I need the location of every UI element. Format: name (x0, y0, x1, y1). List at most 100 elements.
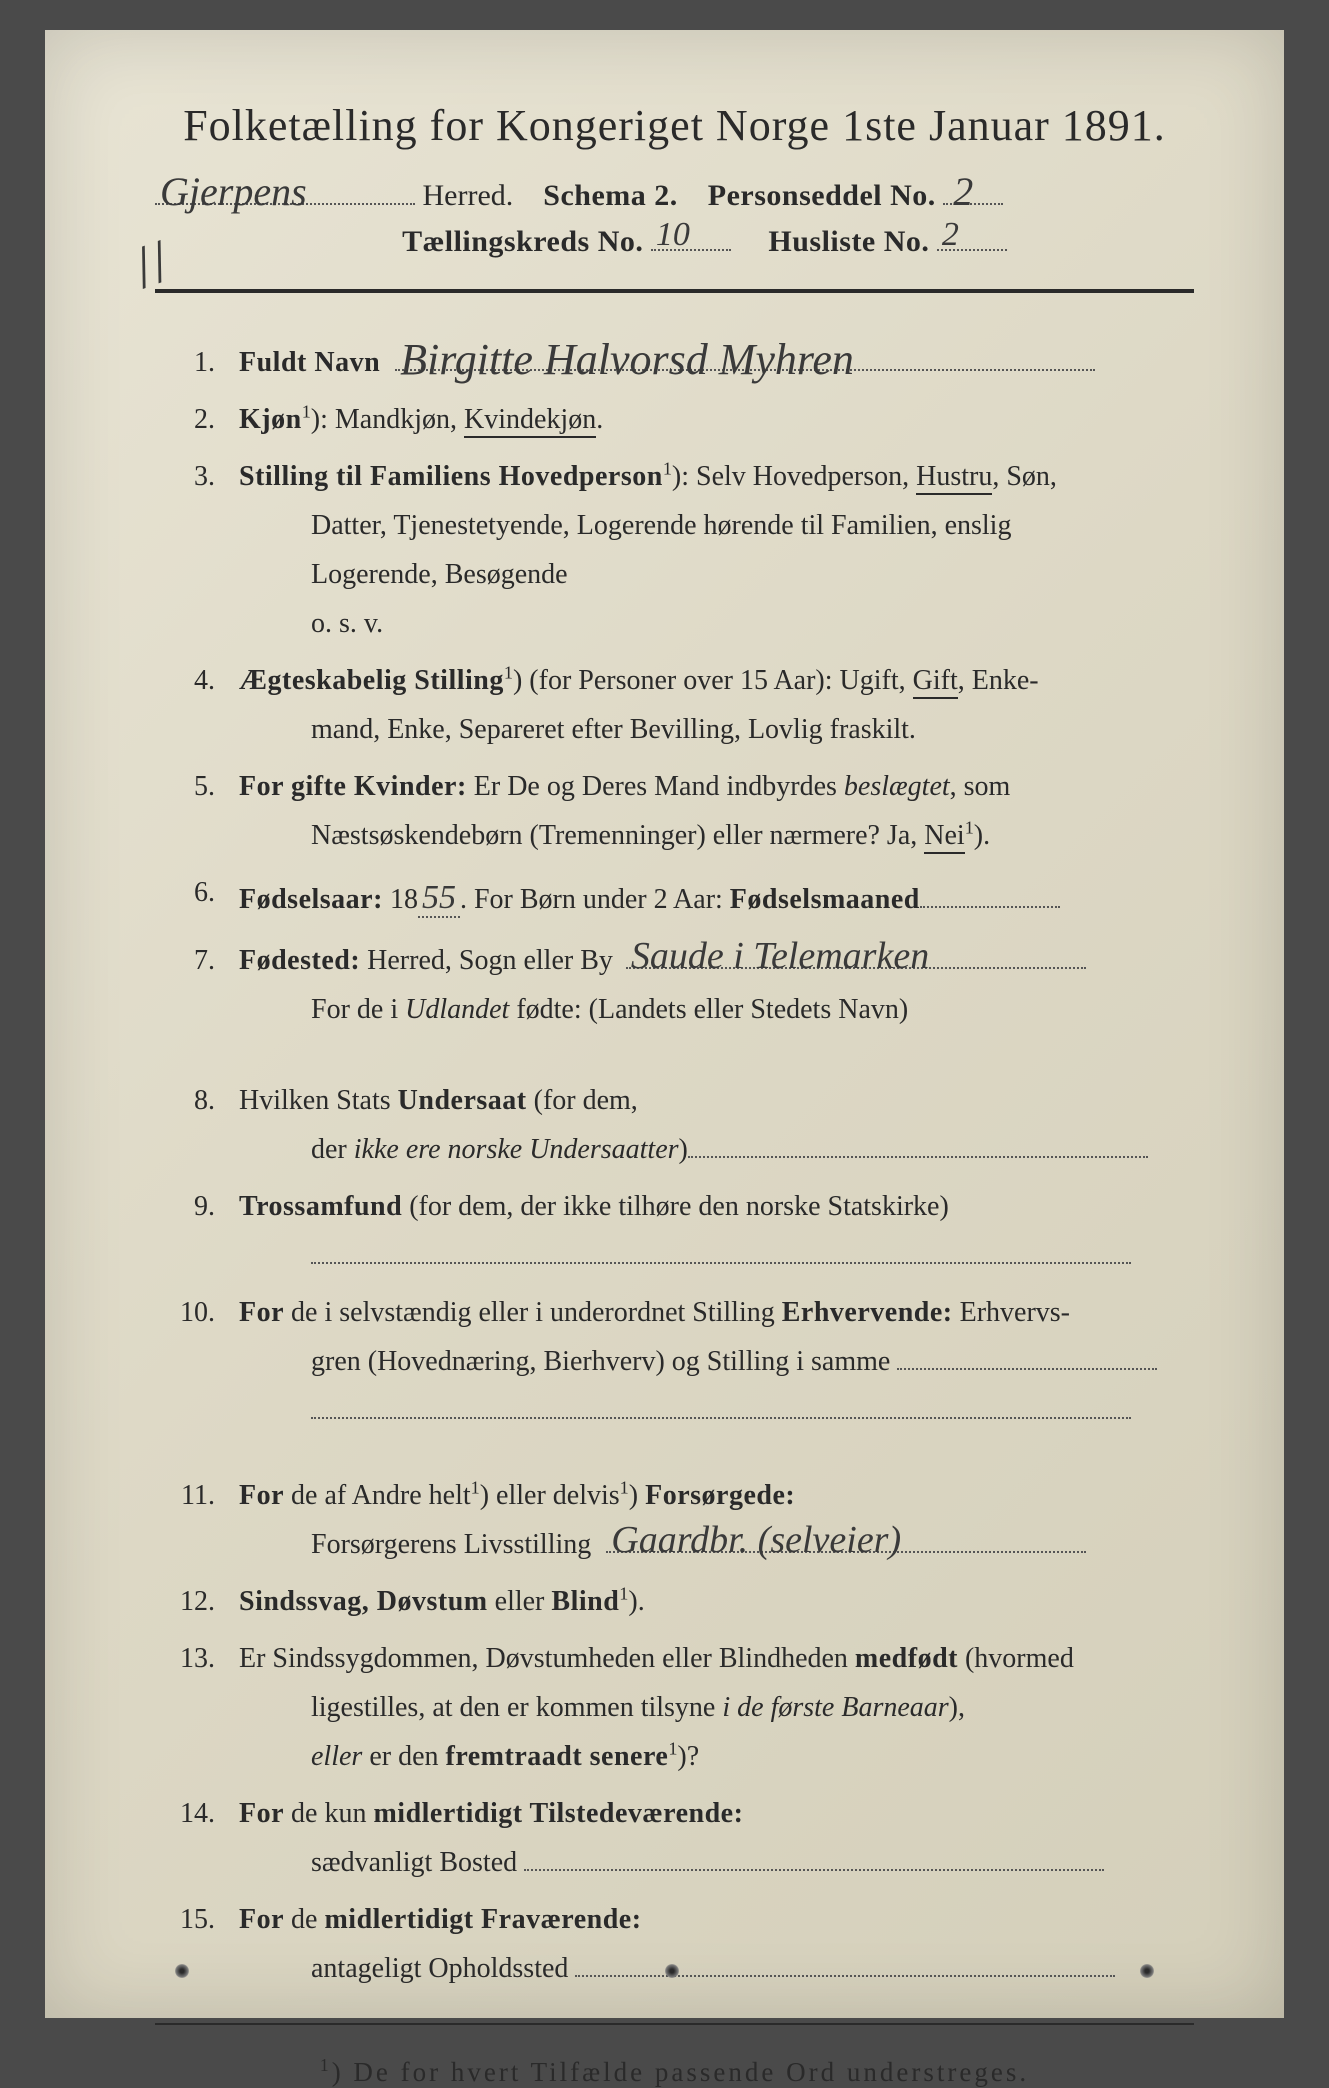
text: ) (for Personer over 15 Aar): Ugift, (513, 665, 913, 696)
item-8: 8. Hvilken Stats Undersaat (for dem, der… (167, 1076, 1194, 1174)
label-sindssvag: Sindssvag, Døvstum (239, 1586, 488, 1617)
item-12: 12. Sindssvag, Døvstum eller Blind1). (167, 1577, 1194, 1626)
text: ): Mandkjøn, (311, 404, 464, 435)
item-6: 6. Fødselsaar: 1855. For Børn under 2 Aa… (167, 868, 1194, 928)
pinhole-icon (665, 1964, 679, 1978)
item-num: 5. (167, 762, 239, 860)
text: Forsørgerens Livsstilling (311, 1529, 591, 1560)
label-undersaat: Undersaat (398, 1085, 527, 1116)
text: Hvilken Stats (239, 1085, 398, 1116)
text: , Enke- (958, 665, 1039, 696)
text: de af Andre helt (284, 1480, 471, 1511)
items-list: 1. Fuldt Navn Birgitte Halvorsd Myhren 2… (155, 338, 1194, 1993)
item-3: 3. Stilling til Familiens Hovedperson1):… (167, 452, 1194, 648)
cont-line: Næstsøskendebørn (Tremenninger) eller næ… (239, 811, 1194, 860)
label-forsorgede: Forsørgede: (645, 1480, 795, 1511)
item-num: 15. (167, 1895, 239, 1993)
label-fremtraadt: fremtraadt senere (446, 1741, 669, 1772)
cont-line: mand, Enke, Separeret efter Bevilling, L… (239, 705, 1194, 754)
year-handwritten: 55 (418, 879, 460, 918)
sup: 1 (620, 1477, 629, 1497)
item-content: Fødselsaar: 1855. For Børn under 2 Aar: … (239, 868, 1194, 928)
item-content: Fødested: Herred, Sogn eller By Saude i … (239, 936, 1194, 1034)
personseddel-no: 2 (953, 176, 973, 208)
item-num: 4. (167, 656, 239, 754)
text: de kun (284, 1798, 373, 1829)
dotted-blank (688, 1132, 1148, 1157)
text: Er Sindssygdommen, Døvstumheden eller Bl… (239, 1643, 855, 1674)
item-num: 8. (167, 1076, 239, 1174)
sup: 1 (302, 402, 311, 422)
text: ligestilles, at den er kommen tilsyne (311, 1692, 722, 1723)
document-paper: // Folketælling for Kongeriget Norge 1st… (45, 30, 1284, 2018)
divider-thick (155, 289, 1194, 293)
name-handwritten: Birgitte Halvorsd Myhren (400, 342, 854, 377)
item-num: 3. (167, 452, 239, 648)
cont-line: Logerende, Besøgende (239, 550, 1194, 599)
text: 18 (383, 884, 418, 915)
text: er den (362, 1741, 445, 1772)
text: ) (679, 1134, 688, 1165)
text: gren (Hovednæring, Bierhverv) og Stillin… (311, 1346, 890, 1377)
footnote-text: ) De for hvert Tilfælde passende Ord und… (332, 2057, 1029, 2087)
item-14: 14. For de kun midlertidigt Tilstedevære… (167, 1789, 1194, 1887)
tallingskreds-no: 10 (656, 216, 690, 254)
sup: 1 (619, 1583, 628, 1603)
herred-handwritten: Gjerpens (160, 176, 307, 208)
husliste-label: Husliste No. (768, 225, 929, 258)
label-fuldt-navn: Fuldt Navn (239, 347, 380, 378)
husliste-no: 2 (942, 216, 959, 254)
italic: Udlandet (405, 994, 509, 1025)
label-tilstedevaerende: midlertidigt Tilstedeværende: (373, 1798, 743, 1829)
text: fødte: (Landets eller Stedets Navn) (509, 994, 908, 1025)
item-10: 10. For de i selvstændig eller i underor… (167, 1288, 1194, 1435)
item-content: Stilling til Familiens Hovedperson1): Se… (239, 452, 1194, 648)
label-for: For (239, 1297, 284, 1328)
sup: 1 (965, 818, 974, 838)
cont-line: gren (Hovednæring, Bierhverv) og Stillin… (239, 1337, 1194, 1386)
dotted-blank (311, 1393, 1131, 1418)
item-content: Fuldt Navn Birgitte Halvorsd Myhren (239, 338, 1194, 387)
text: (hvormed (958, 1643, 1074, 1674)
item-7: 7. Fødested: Herred, Sogn eller By Saude… (167, 936, 1194, 1034)
cont-line: Forsørgerens Livsstilling Gaardbr. (selv… (239, 1520, 1194, 1569)
item-content: Hvilken Stats Undersaat (for dem, der ik… (239, 1076, 1194, 1174)
pinhole-icon (175, 1964, 189, 1978)
cont-line: antageligt Opholdssted (239, 1944, 1194, 1993)
dotted-blank (897, 1344, 1157, 1369)
italic: ikke ere norske Undersaatter (354, 1134, 679, 1165)
cont-line: der ikke ere norske Undersaatter) (239, 1125, 1194, 1174)
item-content: Er Sindssygdommen, Døvstumheden eller Bl… (239, 1634, 1194, 1781)
item-content: Sindssvag, Døvstum eller Blind1). (239, 1577, 1194, 1626)
text: der (311, 1134, 354, 1165)
schema-label: Schema 2. (543, 179, 678, 212)
cont-line: Datter, Tjenestetyende, Logerende hørend… (239, 501, 1194, 550)
cont-line: sædvanligt Bosted (239, 1838, 1194, 1887)
text: ), (949, 1692, 965, 1723)
item-num: 14. (167, 1789, 239, 1887)
item-1: 1. Fuldt Navn Birgitte Halvorsd Myhren (167, 338, 1194, 387)
pinhole-icon (1140, 1964, 1154, 1978)
text: de (284, 1904, 324, 1935)
item-15: 15. For de midlertidigt Fraværende: anta… (167, 1895, 1194, 1993)
livsstilling-handwritten: Gaardbr. (selveier) (611, 1525, 901, 1555)
label-kjon: Kjøn (239, 404, 302, 435)
label-aegteskab: Ægteskabelig Stilling (239, 665, 504, 696)
item-num: 7. (167, 936, 239, 1034)
item-num: 13. (167, 1634, 239, 1781)
item-num: 12. (167, 1577, 239, 1626)
cont-line (239, 1231, 1194, 1280)
label-for: For (239, 1480, 284, 1511)
label-fravaerende: midlertidigt Fraværende: (324, 1904, 641, 1935)
item-13: 13. Er Sindssygdommen, Døvstumheden elle… (167, 1634, 1194, 1781)
cont-line: eller er den fremtraadt senere1)? (239, 1732, 1194, 1781)
cont-line: ligestilles, at den er kommen tilsyne i … (239, 1683, 1194, 1732)
italic: eller (311, 1741, 362, 1772)
cont-line (239, 1386, 1194, 1435)
label-blind: Blind (551, 1586, 619, 1617)
text: . (596, 404, 603, 435)
document-title: Folketælling for Kongeriget Norge 1ste J… (155, 100, 1194, 151)
text: (for dem, (527, 1085, 638, 1116)
item-2: 2. Kjøn1): Mandkjøn, Kvindekjøn. (167, 395, 1194, 444)
item-content: Kjøn1): Mandkjøn, Kvindekjøn. (239, 395, 1194, 444)
